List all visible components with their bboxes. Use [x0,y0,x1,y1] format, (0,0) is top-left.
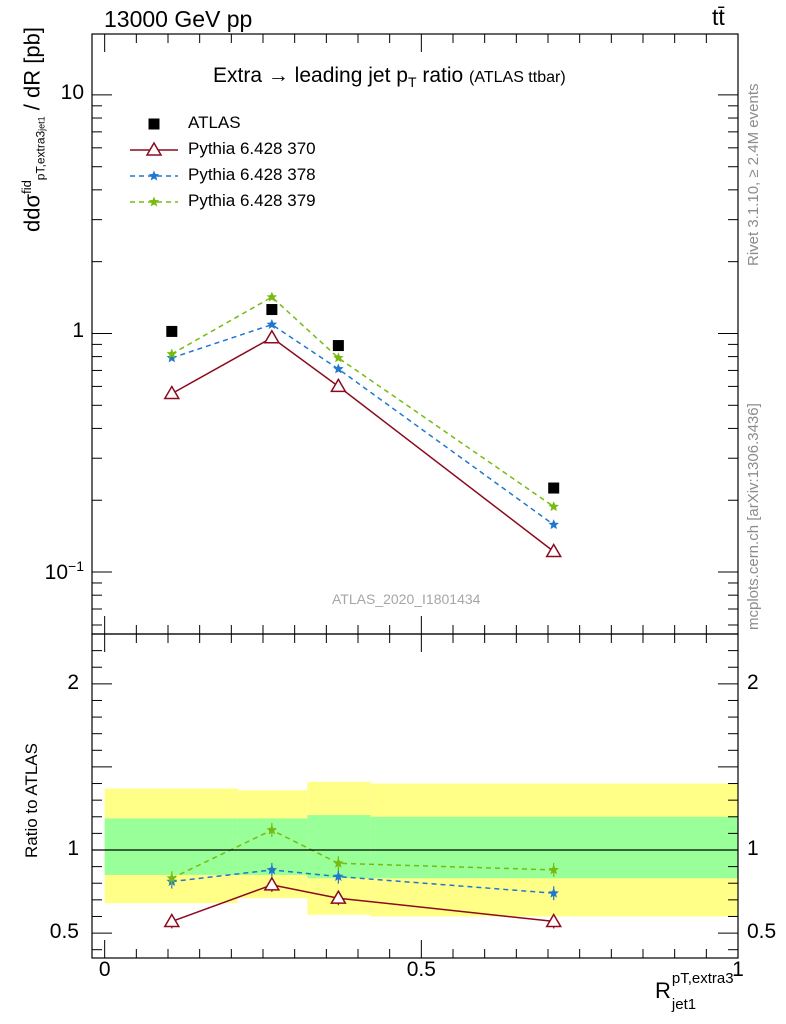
ratio-series-0-point-3 [545,912,563,928]
legend-swatch [130,196,178,207]
title-note: (ATLAS ttbar) [469,69,566,86]
ratio-series-0-point-1 [263,876,281,891]
main-series-3-point-1 [266,291,278,302]
main-series-1-point-2 [330,377,347,393]
legend-swatch [130,141,178,156]
main-series-3-point-2 [333,352,344,363]
xlabel-sup: pT,extra3 [671,970,734,987]
ratio-series-2-point-3 [548,864,559,875]
legend-entry: Pythia 6.428 370 [128,138,358,162]
analysis-watermark: ATLAS_2020_I1801434 [332,591,481,607]
band-green-0 [104,818,238,875]
main-series-1-line [171,336,555,553]
main-series-2-point-0 [166,352,178,363]
main-series-0-point-0 [166,325,178,337]
ratio-uncertainty-bands [104,781,738,917]
ratio-ytick-label-right: 0.5 [747,920,777,944]
ratio-series-0-point-0 [163,912,181,928]
ratio-series-1-point-1 [266,864,278,875]
ylabel-sup: fid [19,180,34,194]
ratio-y-axis-label: Ratio to ATLAS [22,743,41,858]
legend-swatch [148,118,160,130]
main-series-0-point-3 [548,482,560,494]
legend-label: Pythia 6.428 379 [188,191,316,210]
title-suffix: ratio [416,64,464,87]
ratio-series-2-line [171,829,554,879]
title-sub: T [407,74,417,91]
main-series-1-point-1 [263,329,281,344]
legend-swatch [130,170,178,181]
ylabel-R: R [19,69,45,86]
main-series-2-point-3 [548,519,559,530]
main-series-2-point-2 [333,363,344,374]
ylabel-d-bot: d [19,85,45,98]
ratio-series-0-point-2 [330,889,347,904]
ratio-series-0-line [171,884,554,923]
title-main: Extra → leading jet p [213,64,408,87]
legend-marker [148,118,160,130]
main-series-3-point-3 [548,501,559,512]
legend-marker [148,170,160,181]
ratio-series-1-point-3 [548,887,559,898]
main-series-3-line [171,296,555,508]
legend-entry: ATLAS [128,112,358,136]
ylabel-dsigma: dσ [19,193,45,220]
ylabel-sub: pT,extra3 [33,130,48,181]
ylabel-unit: [pb] [19,27,45,70]
main-series-0-point-1 [266,304,278,316]
ratio-series-2-point-1 [266,824,278,835]
legend-label: Pythia 6.428 370 [188,139,316,158]
ylabel-over: / [19,97,45,117]
main-y-axis-label: ddσfidpT,extra3jet1 / dR [pb] [16,27,53,232]
ratio-ytick-label-right: 2 [747,670,759,694]
legend-marker [145,141,163,156]
legend-label: Pythia 6.428 378 [188,165,316,184]
main-ytick-label-exp: −1 [68,558,84,575]
ratio-series-1-point-2 [333,871,344,882]
xlabel-R: R [655,978,671,1003]
xtick-label: 0.5 [406,958,436,981]
ylabel-d-top: d [19,219,45,232]
main-ytick-label: 1 [72,319,84,343]
main-ytick-label: 10 [60,80,84,104]
xtick-label: 1 [732,958,744,981]
xlabel-sub: jet1 [671,996,697,1013]
xtick-label: 0 [98,958,111,981]
legend-marker [148,196,160,207]
main-series-3-point-0 [166,348,178,359]
ratio-ytick-label-right: 1 [747,837,759,860]
rivet-version-label: Rivet 3.1.10, ≥ 2.4M events [745,83,762,267]
energy-label: 13000 GeV pp [104,6,253,32]
ratio-ytick-label-left: 2 [67,670,79,694]
legend-entry: Pythia 6.428 378 [128,164,358,188]
legend-label: ATLAS [188,113,241,132]
process-label: tt̄ [712,4,725,30]
main-ytick-label: 10−1 [44,558,84,585]
ratio-series-2-point-0 [166,872,178,883]
ratio-frame [91,633,739,959]
ylabel-subsub: jet1 [36,116,47,131]
chart-title: Extra → leading jet pT ratio (ATLAS ttba… [213,64,566,90]
main-series-2-point-1 [266,319,278,329]
main-series-1-point-0 [163,385,181,400]
ratio-series-2-point-2 [333,857,344,868]
main-series-1-point-3 [545,542,563,558]
band-green-2 [307,815,371,879]
legend-entry: Pythia 6.428 379 [128,190,358,214]
main-series-2-line [171,323,555,526]
main-series-0-point-2 [332,340,344,352]
ratio-ytick-label-left: 0.5 [49,920,79,944]
ratio-ytick-label-left: 1 [67,837,79,860]
legend: ATLAS Pythia 6.428 370 Pythia 6.428 378 Pyt… [128,112,358,222]
mcplots-label: mcplots.cern.ch [arXiv:1306.3436] [745,403,762,630]
